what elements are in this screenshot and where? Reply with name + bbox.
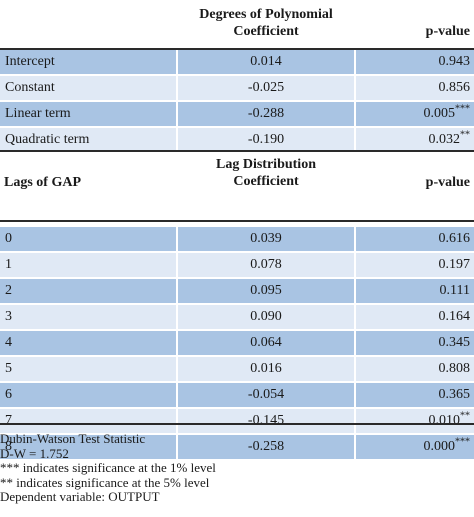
- row-coefficient: -0.145: [178, 409, 354, 433]
- table-row: 2 0.095 0.111: [0, 279, 474, 303]
- row-pvalue: 0.616: [356, 227, 474, 251]
- bottom-header-coefficient: Lag Distribution Coefficient: [178, 156, 354, 190]
- top-header-coef-line1: Degrees of Polynomial: [199, 7, 333, 22]
- table-row: Intercept 0.014 0.943: [0, 50, 474, 74]
- table-bottom-rule: [0, 423, 474, 425]
- row-pvalue: 0.345: [356, 331, 474, 355]
- top-table-header: Degrees of Polynomial Coefficient p-valu…: [0, 6, 474, 50]
- row-pvalue: 0.808: [356, 357, 474, 381]
- table-notes: Dubin-Watson Test Statistic D-W = 1.752 …: [0, 431, 474, 505]
- row-pvalue: 0.005***: [356, 102, 474, 126]
- row-label: 1: [0, 253, 176, 277]
- table-row: 5 0.016 0.808: [0, 357, 474, 381]
- section-divider: [0, 150, 474, 152]
- top-header-coef-line2: Coefficient: [233, 24, 299, 39]
- top-header-coefficient: Degrees of Polynomial Coefficient: [178, 6, 354, 40]
- row-label: Quadratic term: [0, 128, 176, 152]
- row-label: 3: [0, 305, 176, 329]
- row-coefficient: -0.288: [178, 102, 354, 126]
- note-line: *** indicates significance at the 1% lev…: [0, 460, 216, 475]
- note-line: Dubin-Watson Test Statistic: [0, 431, 146, 446]
- note-line: ** indicates significance at the 5% leve…: [0, 474, 210, 490]
- row-label: 2: [0, 279, 176, 303]
- table-row: 0 0.039 0.616: [0, 227, 474, 251]
- table-row: 1 0.078 0.197: [0, 253, 474, 277]
- row-coefficient: -0.258: [178, 435, 354, 459]
- note-line: Dependent variable: OUTPUT: [0, 489, 160, 504]
- row-coefficient: 0.014: [178, 50, 354, 74]
- table-row: 4 0.064 0.345: [0, 331, 474, 355]
- row-label: Constant: [0, 76, 176, 100]
- row-label: Linear term: [0, 102, 176, 126]
- row-coefficient: -0.025: [178, 76, 354, 100]
- top-header-pvalue: p-value: [425, 24, 470, 39]
- table-row: Linear term -0.288 0.005***: [0, 102, 474, 126]
- row-pvalue: 0.000***: [356, 435, 474, 459]
- row-label: Intercept: [0, 50, 176, 74]
- bottom-header-coef-line2: Coefficient: [233, 174, 299, 189]
- bottom-header-lags: Lags of GAP: [4, 175, 81, 190]
- row-coefficient: 0.090: [178, 305, 354, 329]
- row-label: 8: [0, 435, 176, 459]
- row-coefficient: 0.095: [178, 279, 354, 303]
- row-pvalue: 0.010**: [356, 409, 474, 433]
- table-row: Constant -0.025 0.856: [0, 76, 474, 100]
- row-label: 5: [0, 357, 176, 381]
- row-coefficient: -0.054: [178, 383, 354, 407]
- row-label: 4: [0, 331, 176, 355]
- bottom-table-header: Lag Distribution Coefficient Lags of GAP…: [0, 156, 474, 222]
- row-pvalue: 0.943: [356, 50, 474, 74]
- row-pvalue: 0.164: [356, 305, 474, 329]
- row-pvalue: 0.032**: [356, 128, 474, 152]
- table-row: 3 0.090 0.164: [0, 305, 474, 329]
- row-coefficient: 0.039: [178, 227, 354, 251]
- row-label: 6: [0, 383, 176, 407]
- row-pvalue: 0.856: [356, 76, 474, 100]
- row-label: 0: [0, 227, 176, 251]
- note-line: D-W = 1.752: [0, 445, 69, 461]
- row-label: 7: [0, 409, 176, 433]
- row-pvalue: 0.365: [356, 383, 474, 407]
- table-row: 7 -0.145 0.010**: [0, 409, 474, 433]
- table-row: 6 -0.054 0.365: [0, 383, 474, 407]
- table-row: 8 -0.258 0.000***: [0, 435, 474, 459]
- top-table-body: Intercept 0.014 0.943 Constant -0.025 0.…: [0, 50, 474, 154]
- row-coefficient: -0.190: [178, 128, 354, 152]
- row-coefficient: 0.064: [178, 331, 354, 355]
- table-row: Quadratic term -0.190 0.032**: [0, 128, 474, 152]
- bottom-header-pvalue: p-value: [425, 175, 470, 190]
- row-pvalue: 0.111: [356, 279, 474, 303]
- bottom-header-coef-line1: Lag Distribution: [216, 157, 316, 172]
- row-coefficient: 0.078: [178, 253, 354, 277]
- bottom-table-body: 0 0.039 0.616 1 0.078 0.197 2 0.095 0.11…: [0, 227, 474, 461]
- row-coefficient: 0.016: [178, 357, 354, 381]
- row-pvalue: 0.197: [356, 253, 474, 277]
